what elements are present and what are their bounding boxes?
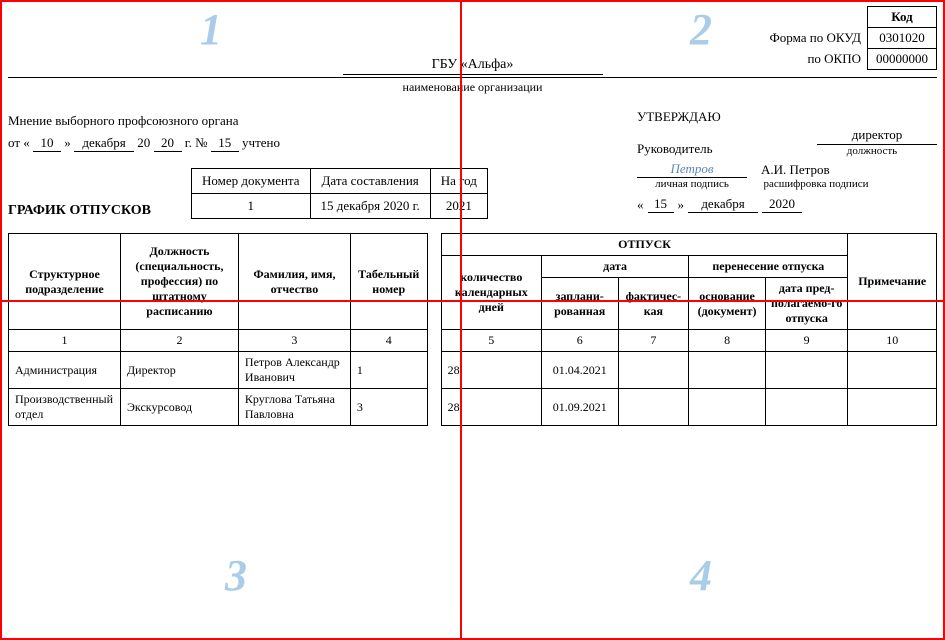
union-day: 10 — [33, 135, 61, 152]
th-date: дата — [541, 256, 688, 278]
union-number: 15 — [211, 135, 239, 152]
doc-info-table: Номер документа Дата составления На год … — [191, 168, 488, 219]
okpo-value: 00000000 — [868, 49, 937, 70]
code-table: Код Форма по ОКУД0301020 по ОКПО00000000 — [762, 6, 938, 70]
approve-title: УТВЕРЖДАЮ — [637, 109, 937, 125]
cell-basis — [689, 352, 766, 389]
approve-sign-caption: личная подпись — [655, 178, 729, 190]
schedule-title: ГРАФИК ОТПУСКОВ — [8, 203, 151, 219]
code-header: Код — [868, 7, 937, 28]
cell-plan: 01.04.2021 — [541, 352, 618, 389]
th-basis: основание (документ) — [689, 278, 766, 330]
approve-ruk-label: Руководитель — [637, 141, 713, 157]
approve-post-caption: должность — [847, 145, 897, 157]
th-plan: заплани-рованная — [541, 278, 618, 330]
okpo-label: по ОКПО — [762, 49, 868, 70]
cell-basis — [689, 389, 766, 426]
quadrant-number-1: 1 — [200, 4, 222, 55]
doc-date: 15 декабря 2020 г. — [310, 194, 430, 219]
approve-month: декабря — [688, 196, 758, 213]
cell-tab: 1 — [350, 352, 427, 389]
quadrant-number-2: 2 — [690, 4, 712, 55]
quadrant-vertical — [460, 0, 462, 640]
th-days: количество календарных дней — [441, 256, 541, 330]
approve-day: 15 — [648, 196, 674, 213]
cell-note — [848, 352, 937, 389]
cell-days: 28 — [441, 352, 541, 389]
cell-newdate — [765, 389, 848, 426]
th-vacation: ОТПУСК — [441, 234, 848, 256]
approve-fio: А.И. Петров — [761, 162, 871, 178]
th-post: Должность (специальность, профессия) по … — [121, 234, 239, 330]
doc-num: 1 — [192, 194, 311, 219]
cell-fio: Круглова Татьяна Павловна — [238, 389, 350, 426]
org-divider — [8, 77, 937, 78]
cell-fact — [618, 389, 689, 426]
union-month: декабря — [74, 135, 134, 152]
cell-days: 28 — [441, 389, 541, 426]
organization-caption: наименование организации — [8, 80, 937, 95]
table-row: АдминистрацияДиректорПетров Александр Ив… — [9, 352, 937, 389]
cell-post: Экскурсовод — [121, 389, 239, 426]
cell-note — [848, 389, 937, 426]
union-ot: от — [8, 135, 20, 150]
th-transfer: перенесение отпуска — [689, 256, 848, 278]
cell-fact — [618, 352, 689, 389]
organization-name: ГБУ «Альфа» — [343, 57, 603, 75]
cell-newdate — [765, 352, 848, 389]
approval-block: УТВЕРЖДАЮ Руководитель директор должност… — [637, 109, 937, 213]
th-fio: Фамилия, имя, отчество — [238, 234, 350, 330]
cell-plan: 01.09.2021 — [541, 389, 618, 426]
quadrant-number-4: 4 — [690, 550, 712, 601]
cell-unit: Производственный отдел — [9, 389, 121, 426]
document-page: Код Форма по ОКУД0301020 по ОКПО00000000… — [8, 6, 937, 426]
doc-h-date: Дата составления — [310, 169, 430, 194]
cell-post: Директор — [121, 352, 239, 389]
doc-year: 2021 — [430, 194, 487, 219]
union-year: 20 — [154, 135, 182, 152]
th-tab: Табельный номер — [350, 234, 427, 330]
vacation-table: Структурное подразделение Должность (спе… — [8, 233, 937, 426]
okud-value: 0301020 — [868, 28, 937, 49]
th-note: Примечание — [848, 234, 937, 330]
th-fact: фактичес-кая — [618, 278, 689, 330]
cell-fio: Петров Александр Иванович — [238, 352, 350, 389]
approve-year: 2020 — [762, 196, 802, 213]
approve-fio-caption: расшифровка подписи — [764, 178, 869, 190]
approve-signature: Петров — [637, 161, 747, 178]
quadrant-horizontal — [0, 300, 945, 302]
cell-tab: 3 — [350, 389, 427, 426]
quadrant-number-3: 3 — [225, 550, 247, 601]
doc-h-num: Номер документа — [192, 169, 311, 194]
table-row: Производственный отделЭкскурсоводКруглов… — [9, 389, 937, 426]
approve-post: директор — [817, 127, 937, 145]
doc-h-year: На год — [430, 169, 487, 194]
cell-unit: Администрация — [9, 352, 121, 389]
okud-label: Форма по ОКУД — [762, 28, 868, 49]
th-newdate: дата пред-полагаемо-го отпуска — [765, 278, 848, 330]
th-unit: Структурное подразделение — [9, 234, 121, 330]
